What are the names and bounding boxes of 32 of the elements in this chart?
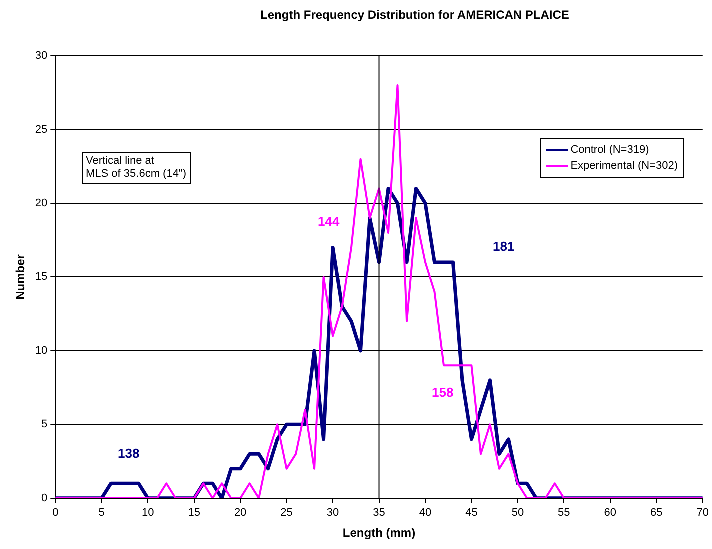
x-tick-label: 15	[188, 507, 200, 520]
x-tick-label: 25	[280, 507, 293, 520]
y-tick-label: 30	[35, 50, 48, 62]
legend-label: Control (N=319)	[570, 143, 650, 158]
annotation: 144	[318, 214, 340, 229]
x-tick-label: 30	[326, 507, 340, 520]
y-tick-label: 25	[35, 124, 48, 136]
x-tick-label: 40	[419, 507, 432, 520]
chart-title: Length Frequency Distribution for AMERICAN PLAICE	[260, 8, 570, 22]
annotation: 158	[432, 385, 454, 400]
x-tick-label: 35	[373, 507, 386, 520]
x-tick-label: 10	[142, 507, 154, 520]
legend-label: Experimental (N=302)	[570, 159, 678, 174]
x-tick-label: 55	[558, 507, 570, 520]
annotation: Vertical line at MLS of 35.6cm (14")	[82, 152, 190, 184]
y-tick-label: 5	[42, 418, 48, 431]
x-tick-label: 65	[650, 507, 663, 520]
x-tick-label: 60	[604, 507, 617, 520]
y-tick-label: 0	[42, 492, 48, 504]
x-tick-label: 45	[466, 507, 478, 520]
y-axis-title: Number	[14, 254, 28, 300]
y-tick-label: 20	[35, 198, 48, 210]
x-tick-label: 70	[696, 507, 710, 520]
annotation: 138	[118, 446, 140, 461]
x-tick-label: 0	[52, 507, 59, 520]
x-axis-title: Length (mm)	[342, 526, 416, 540]
y-tick-label: 10	[35, 344, 48, 357]
annotation: 181	[493, 239, 515, 254]
x-tick-label: 20	[234, 507, 247, 520]
y-tick-label: 15	[35, 271, 48, 284]
x-tick-label: 50	[512, 507, 524, 520]
x-tick-label: 5	[98, 507, 105, 520]
